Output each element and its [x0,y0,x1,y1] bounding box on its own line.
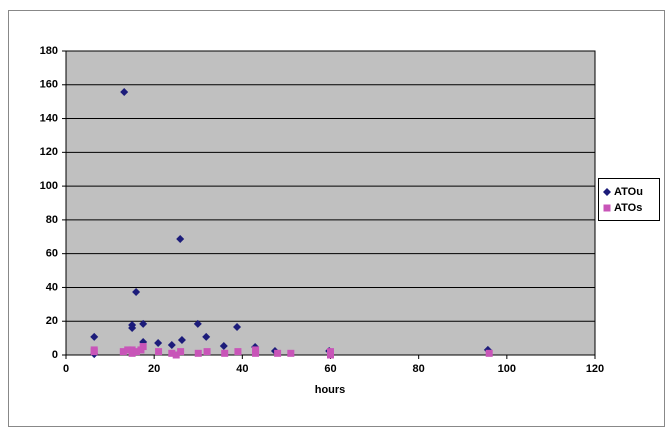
x-tick-label: 80 [413,363,425,375]
y-tick-label: 80 [46,214,58,226]
point [252,349,260,357]
plot-area [65,50,596,356]
point [133,348,141,356]
y-tick-label: 20 [46,315,58,327]
point [167,341,176,350]
point [155,348,163,356]
x-axis-title: hours [315,384,346,396]
legend-label: ATOu [614,186,643,198]
y-tick-label: 140 [40,112,58,124]
point [139,319,148,328]
point [119,348,127,356]
y-tick-label: 40 [46,281,58,293]
x-tick-label: 100 [498,363,516,375]
point [234,348,242,356]
point [90,332,99,341]
y-tick-label: 60 [46,248,58,260]
x-tick-label: 40 [236,363,248,375]
y-tick-label: 100 [40,180,58,192]
legend-label: ATOs [614,202,642,214]
point [203,348,211,356]
point [90,348,98,356]
legend-swatch [603,204,611,212]
point [193,319,202,328]
legend-swatch [603,188,611,196]
point [233,322,242,331]
point [120,88,129,97]
point [219,342,228,351]
point [274,349,282,357]
x-tick-label: 60 [324,363,336,375]
legend [598,178,660,221]
y-tick-label: 160 [40,79,58,91]
point [176,234,185,243]
y-tick-label: 180 [40,45,58,57]
point [177,335,186,344]
x-tick-label: 0 [63,363,69,375]
point [327,351,334,359]
point [128,346,136,354]
point [485,349,493,357]
x-tick-label: 120 [586,363,604,375]
point [194,349,202,357]
point [168,349,176,357]
point [202,332,211,341]
point [287,349,295,357]
point [128,323,137,332]
point [132,288,141,297]
point [139,343,147,351]
y-tick-label: 0 [52,349,58,361]
point [221,349,229,357]
point [124,346,132,354]
point [154,339,163,348]
point [177,348,185,356]
x-tick-label: 20 [148,363,160,375]
y-tick-label: 120 [40,146,58,158]
point [172,351,180,359]
